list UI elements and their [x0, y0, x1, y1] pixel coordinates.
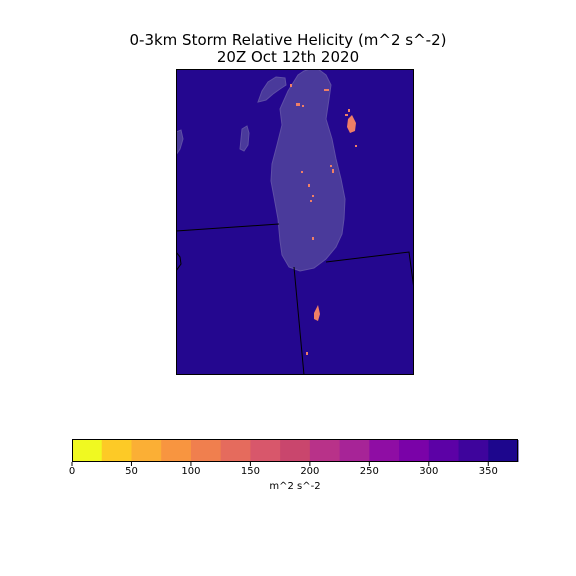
helicity-speck	[290, 84, 292, 87]
helicity-speck	[348, 109, 350, 112]
colorbar-bin	[131, 440, 162, 462]
helicity-speck	[332, 169, 334, 173]
helicity-map	[176, 69, 414, 375]
colorbar-bin	[458, 440, 489, 462]
colorbar-bin	[399, 440, 430, 462]
helicity-speck	[312, 195, 314, 197]
helicity-speck	[312, 237, 314, 240]
helicity-speck	[324, 89, 329, 91]
colorbar-tick-label: 0	[68, 466, 76, 477]
colorbar-bin	[339, 440, 370, 462]
map-subtitle: 20Z Oct 12th 2020	[216, 48, 360, 66]
colorbar-bin	[309, 440, 341, 462]
colorbar-tick-label: 200	[300, 466, 320, 477]
helicity-speck	[296, 103, 300, 106]
helicity-speck	[355, 145, 357, 147]
lake-michigan	[270, 69, 346, 272]
colorbar-tick-label: 350	[478, 466, 498, 477]
colorbar-bin	[72, 440, 103, 462]
state-boundary-in-mi	[325, 251, 414, 290]
helicity-speck	[306, 352, 308, 355]
colorbar-bin	[220, 440, 251, 462]
green-bay	[257, 76, 287, 103]
state-boundary-il-in	[293, 266, 305, 375]
colorbar-frame	[72, 439, 518, 462]
colorbar-tick-label: 100	[181, 466, 201, 477]
helicity-speck	[330, 165, 332, 167]
colorbar-tick-label: 300	[419, 466, 439, 477]
helicity-speck	[302, 105, 304, 107]
colorbar-tick-label: 250	[359, 466, 379, 477]
map-title: 0-3km Storm Relative Helicity (m^2 s^-2)	[129, 31, 447, 49]
colorbar	[71, 439, 519, 466]
helicity-speck	[308, 184, 310, 187]
colorbar-bin	[369, 440, 400, 462]
colorbar-bin	[190, 440, 222, 462]
map-frame	[176, 69, 414, 375]
colorbar-label: m^2 s^-2	[269, 481, 321, 492]
colorbar-bin	[250, 440, 281, 462]
colorbar-bin	[280, 440, 311, 462]
colorbar-bin	[101, 440, 132, 462]
helicity-patch-east	[347, 115, 356, 133]
helicity-speck	[345, 114, 348, 116]
colorbar-tick-label: 150	[240, 466, 260, 477]
state-boundary-west-edge	[176, 251, 182, 272]
small-lake-edge	[176, 129, 184, 156]
helicity-speck	[310, 200, 312, 202]
helicity-speck	[301, 171, 303, 173]
state-boundary-wi-il	[176, 223, 280, 232]
colorbar-tick-label: 50	[125, 466, 138, 477]
helicity-patch-south	[314, 305, 320, 321]
colorbar-bin	[161, 440, 192, 462]
small-lake-west	[239, 125, 250, 152]
colorbar-bin	[428, 440, 460, 462]
colorbar-bin	[488, 440, 519, 462]
